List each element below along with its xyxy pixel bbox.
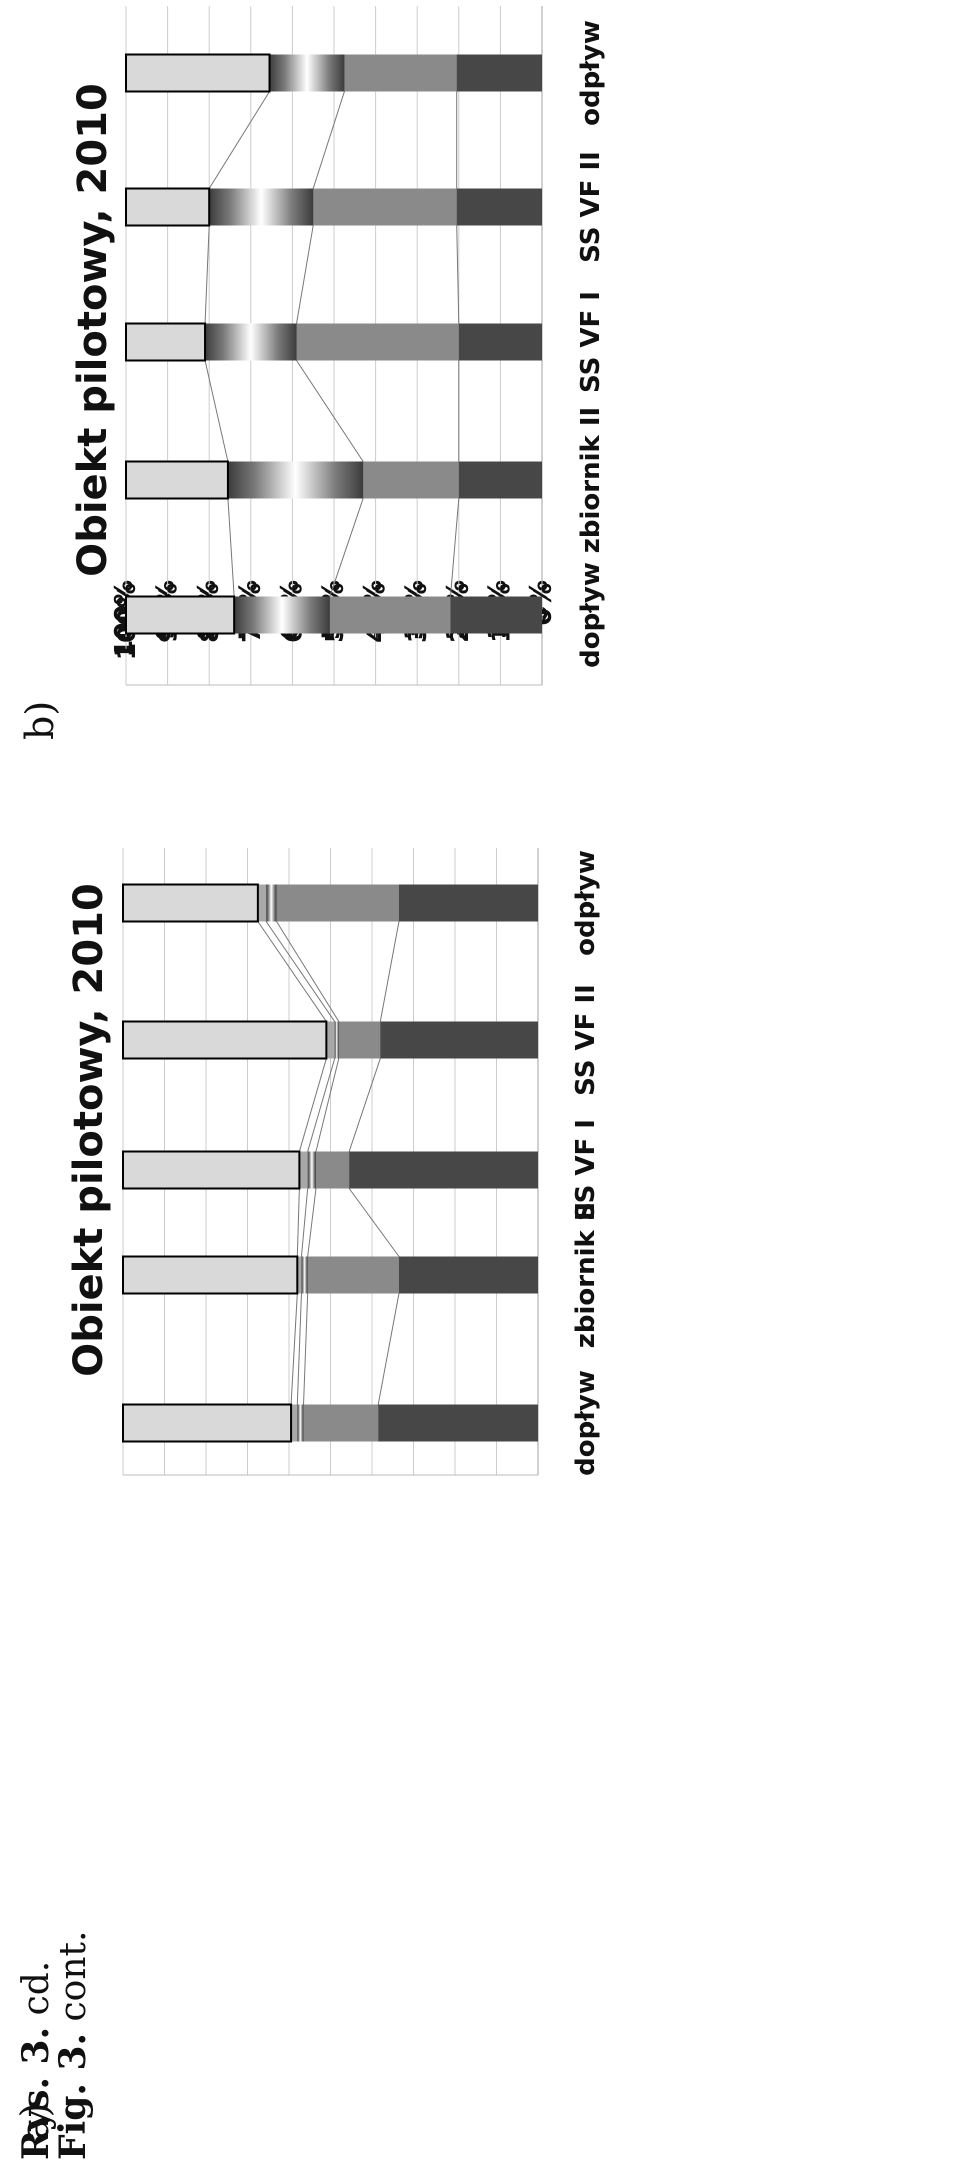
bar-1: [122, 1255, 538, 1295]
bar-segment-4: [125, 53, 271, 93]
bar-segment-4: [125, 187, 211, 227]
bar-segment-4: [125, 460, 229, 500]
caption-line-1: Rys. 3. cd.: [15, 1961, 57, 2160]
caption-text-en: cont.: [53, 1931, 94, 2033]
category-label: dopływ: [571, 1370, 601, 1476]
bar-segment-4: [291, 1404, 298, 1442]
bar-segment-2: [276, 884, 399, 922]
bar-2: [125, 322, 542, 362]
bar-segment-5: [122, 883, 259, 923]
caption-text-pl: cd.: [16, 1961, 57, 2027]
category-label: odpływ: [571, 850, 601, 956]
category-label: SS VF II: [571, 984, 601, 1096]
bar-segment-4: [257, 884, 267, 922]
bar-segment-3: [227, 461, 364, 499]
bar-2: [122, 1150, 538, 1190]
bar-segment-3: [297, 1404, 304, 1442]
bar-segment-3: [269, 54, 345, 92]
bar-segment-1: [378, 1404, 538, 1442]
panel-label: b): [18, 701, 62, 740]
category-label: dopływ: [576, 562, 606, 668]
bar-3: [125, 187, 542, 227]
bar-segment-3: [307, 1151, 316, 1189]
bar-segment-4: [125, 322, 207, 362]
caption-line-2: Fig. 3. cont.: [52, 1931, 94, 2160]
bar-segment-2: [363, 461, 459, 499]
category-label: SS VF II: [576, 151, 606, 263]
bar-segment-1: [398, 884, 538, 922]
bar-segment-2: [315, 1151, 350, 1189]
bar-segment-3: [234, 596, 330, 634]
bar-segment-2: [307, 1256, 399, 1294]
bar-segment-1: [456, 188, 542, 226]
bar-0: [122, 1403, 538, 1443]
bar-segment-3: [205, 323, 297, 361]
bar-segment-3: [334, 1021, 339, 1059]
bar-segment-3: [301, 1256, 308, 1294]
category-label: zbiornik II: [576, 407, 606, 553]
caption-label-pl: Rys. 3.: [15, 2027, 57, 2160]
chart-title: Obiekt pilotowy, 2010: [66, 883, 112, 1377]
chart-panel-a: 0%10%20%30%40%50%60%70%80%90%100%dopływz…: [13, 580, 601, 2140]
bar-segment-1: [456, 54, 542, 92]
bar-segment-4: [299, 1151, 308, 1189]
chart-panel-b: 0%10%20%30%40%50%60%70%80%90%100%dopływz…: [18, 6, 606, 740]
bar-segment-5: [122, 1150, 301, 1190]
chart-title: Obiekt pilotowy, 2010: [70, 83, 116, 577]
bar-segment-1: [458, 323, 542, 361]
bar-segment-5: [122, 1020, 328, 1060]
bar-segment-1: [349, 1151, 538, 1189]
bar-1: [125, 460, 542, 500]
bar-segment-2: [344, 54, 457, 92]
bar-segment-5: [122, 1403, 293, 1443]
bar-segment-2: [329, 596, 451, 634]
category-label: SS VF I: [576, 291, 606, 393]
bar-segment-4: [297, 1256, 302, 1294]
bar-segment-1: [380, 1021, 538, 1059]
figure-caption: Rys. 3. cd.Fig. 3. cont.: [15, 1931, 94, 2160]
bar-segment-2: [338, 1021, 381, 1059]
bar-segment-4: [326, 1021, 335, 1059]
bar-segment-1: [450, 596, 542, 634]
bar-4: [125, 53, 542, 93]
category-label: zbiornik II: [571, 1202, 601, 1348]
bar-segment-1: [398, 1256, 538, 1294]
category-label: SS VF I: [571, 1119, 601, 1221]
bar-segment-5: [122, 1255, 299, 1295]
bar-segment-1: [458, 461, 542, 499]
bar-segment-2: [313, 188, 457, 226]
category-label: odpływ: [576, 20, 606, 126]
bar-segment-3: [266, 884, 277, 922]
bar-segment-2: [303, 1404, 379, 1442]
bar-0: [125, 595, 542, 635]
bar-segment-3: [209, 188, 314, 226]
bar-segment-2: [296, 323, 459, 361]
caption-label-en: Fig. 3.: [52, 2033, 94, 2160]
bar-3: [122, 1020, 538, 1060]
panel-label: a): [13, 2103, 57, 2140]
bar-segment-4: [125, 595, 236, 635]
bar-4: [122, 883, 538, 923]
